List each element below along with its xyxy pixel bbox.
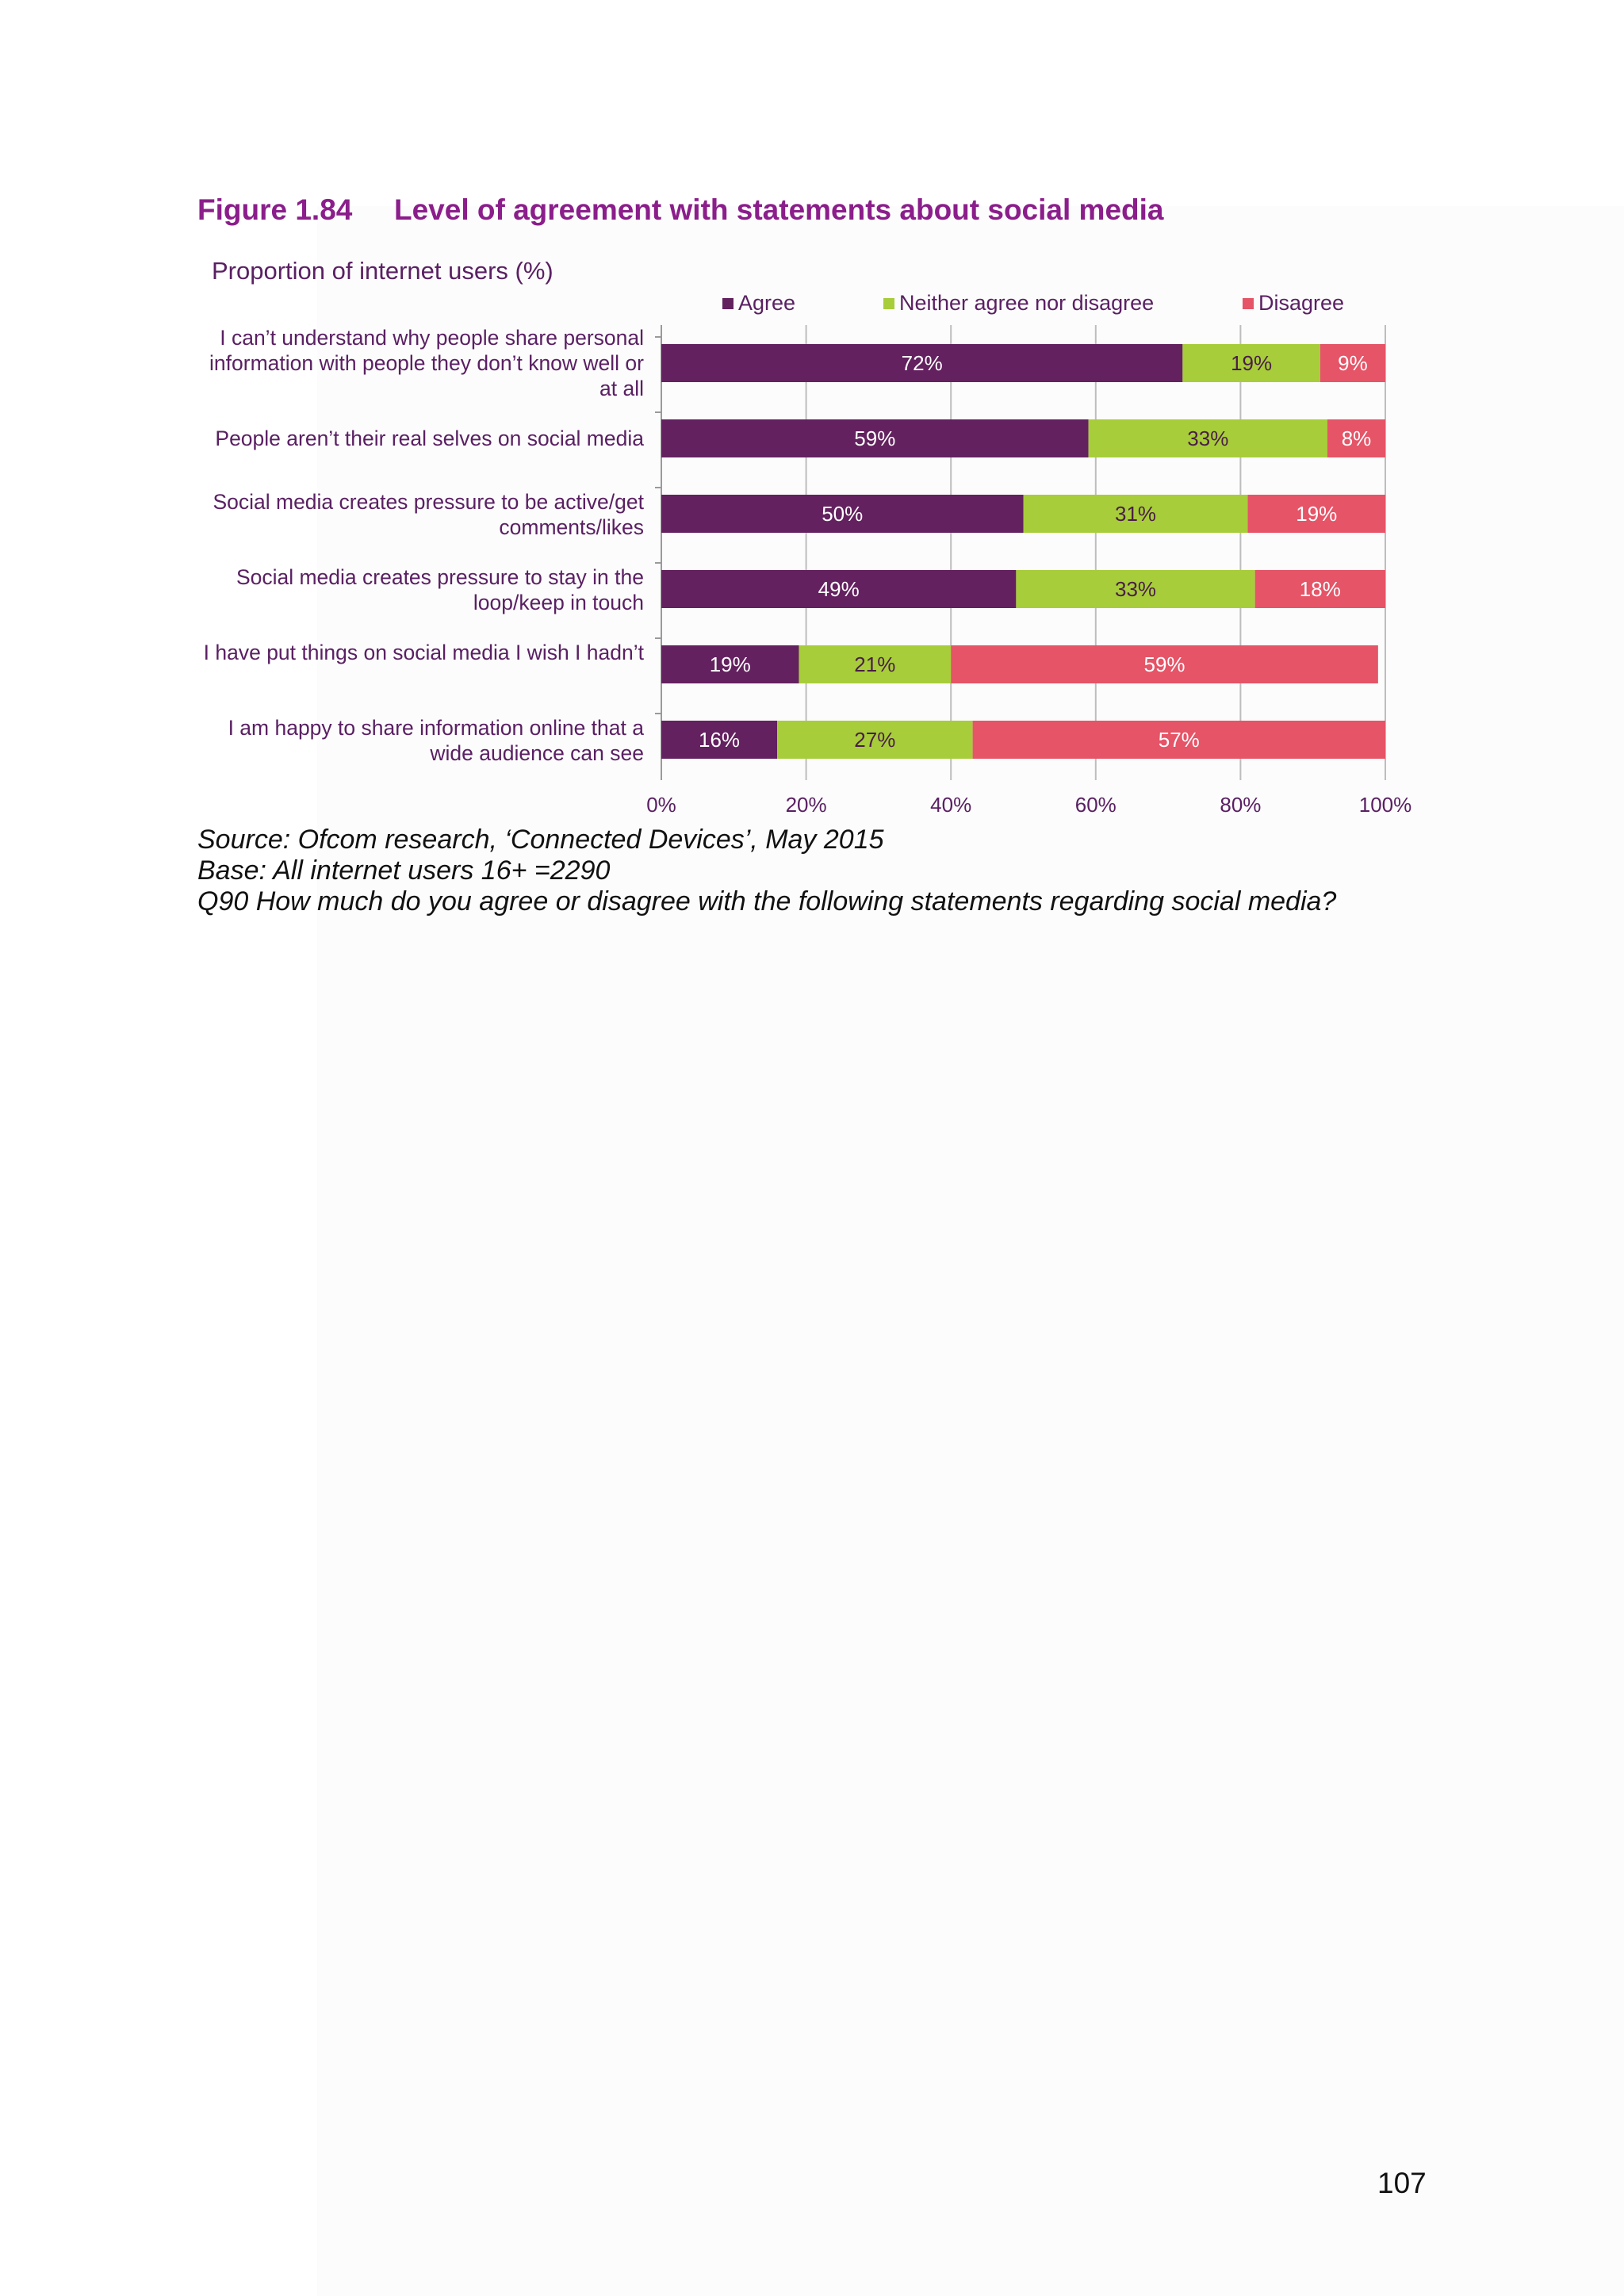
data-label: 50%	[822, 502, 863, 526]
bar-segment	[1320, 344, 1385, 382]
x-tick-label: 0%	[646, 793, 676, 817]
legend-item-disagree: Disagree	[1243, 291, 1344, 316]
bar-segment	[1254, 570, 1385, 608]
data-label: 72%	[902, 351, 943, 375]
category-label: People aren’t their real selves on socia…	[215, 427, 644, 450]
page-number: 107	[1377, 2167, 1427, 2199]
bar-segment	[1327, 419, 1385, 457]
legend-item-agree: Agree	[722, 291, 795, 316]
category-label: I am happy to share information online t…	[228, 716, 644, 765]
stacked-bar-chart: 72% 19% 9% 59% 33% 8% 50% 31% 19% 49% 33% 18% 19% 21%…	[646, 325, 1412, 817]
data-label: 59%	[854, 427, 895, 450]
legend-swatch-disagree	[1243, 297, 1254, 309]
bar-segment	[972, 721, 1385, 759]
chart-subtitle: Proportion of internet users (%)	[212, 257, 553, 285]
data-label: 19%	[1231, 351, 1272, 375]
bar-segment	[799, 645, 952, 683]
bar-segment	[661, 570, 1017, 608]
data-label: 16%	[699, 728, 740, 752]
legend-label-neither: Neither agree nor disagree	[899, 291, 1155, 315]
figure-number: Figure 1.84	[197, 193, 353, 226]
bar-segment	[661, 419, 1089, 457]
data-label: 21%	[854, 652, 895, 676]
bar-segment	[1016, 570, 1255, 608]
category-label: I can’t understand why people share pers…	[209, 326, 644, 400]
legend-label-disagree: Disagree	[1258, 291, 1345, 315]
x-tick-label: 80%	[1220, 793, 1261, 817]
bar-segment	[1182, 344, 1320, 382]
bar-segment	[661, 344, 1183, 382]
data-label: 27%	[854, 728, 895, 752]
figure-title-text: Level of agreement with statements about…	[394, 193, 1164, 226]
base-note: Base: All internet users 16+ =2290	[197, 855, 611, 886]
legend-item-neither: Neither agree nor disagree	[883, 291, 1154, 316]
data-label: 9%	[1338, 351, 1368, 375]
category-label: I have put things on social media I wish…	[203, 641, 644, 664]
data-label: 33%	[1115, 577, 1156, 601]
page-background	[317, 206, 1624, 2296]
legend-label-agree: Agree	[738, 291, 796, 315]
data-label: 49%	[818, 577, 860, 601]
bar-segment	[951, 645, 1378, 683]
x-tick-label: 60%	[1075, 793, 1116, 817]
bar-segment	[661, 645, 799, 683]
legend-swatch-neither	[883, 297, 894, 309]
data-label: 59%	[1144, 652, 1185, 676]
figure-notes: Source: Ofcom research, ‘Connected Devic…	[197, 825, 1336, 917]
x-tick-label: 100%	[1359, 793, 1412, 817]
category-label: Social media creates pressure to be acti…	[213, 490, 644, 539]
bar-segment	[661, 721, 778, 759]
bar-segment	[1247, 495, 1385, 533]
figure-title: Figure 1.84 Level of agreement with state…	[197, 193, 1164, 227]
data-label: 31%	[1115, 502, 1156, 526]
question-note: Q90 How much do you agree or disagree wi…	[197, 886, 1337, 916]
data-label: 19%	[710, 652, 751, 676]
data-label: 57%	[1159, 728, 1200, 752]
source-note: Source: Ofcom research, ‘Connected Devic…	[197, 825, 884, 855]
bar-segment	[1023, 495, 1248, 533]
x-tick-label: 40%	[930, 793, 971, 817]
bar-segment	[1088, 419, 1327, 457]
category-label: Social media creates pressure to stay in…	[236, 565, 644, 614]
x-tick-label: 20%	[786, 793, 827, 817]
data-label: 33%	[1187, 427, 1228, 450]
data-label: 8%	[1342, 427, 1372, 450]
data-label: 19%	[1296, 502, 1337, 526]
bar-segment	[661, 495, 1024, 533]
data-label: 18%	[1300, 577, 1341, 601]
legend-swatch-agree	[722, 297, 733, 309]
bar-segment	[777, 721, 973, 759]
